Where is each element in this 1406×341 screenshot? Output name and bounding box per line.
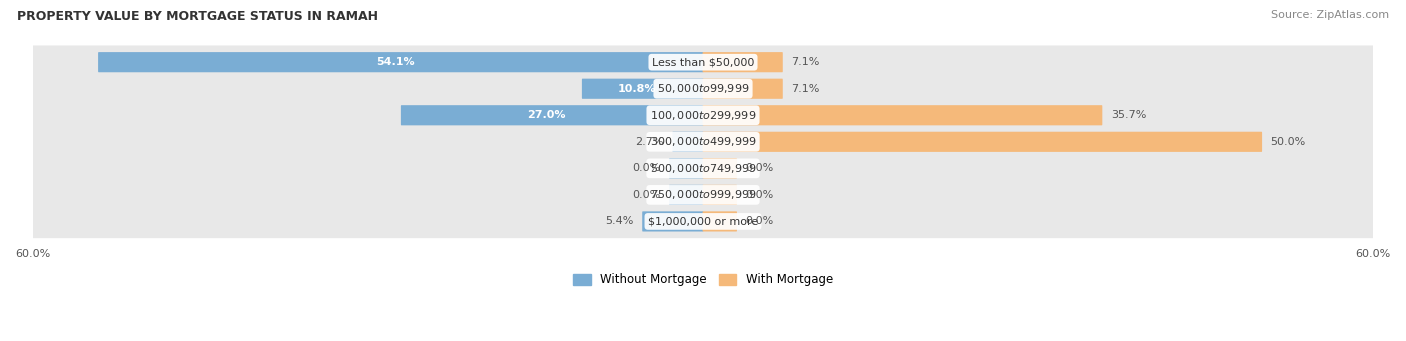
FancyBboxPatch shape bbox=[703, 132, 1263, 152]
FancyBboxPatch shape bbox=[643, 211, 703, 232]
FancyBboxPatch shape bbox=[25, 99, 1381, 132]
Text: 35.7%: 35.7% bbox=[1111, 110, 1146, 120]
Text: $50,000 to $99,999: $50,000 to $99,999 bbox=[657, 82, 749, 95]
Text: 27.0%: 27.0% bbox=[527, 110, 565, 120]
Text: $1,000,000 or more: $1,000,000 or more bbox=[648, 217, 758, 226]
Text: Source: ZipAtlas.com: Source: ZipAtlas.com bbox=[1271, 10, 1389, 20]
FancyBboxPatch shape bbox=[703, 211, 737, 232]
FancyBboxPatch shape bbox=[703, 158, 737, 178]
Text: 2.7%: 2.7% bbox=[636, 137, 664, 147]
Text: Less than $50,000: Less than $50,000 bbox=[652, 57, 754, 67]
Text: 0.0%: 0.0% bbox=[745, 217, 773, 226]
Text: 0.0%: 0.0% bbox=[745, 163, 773, 173]
Text: 7.1%: 7.1% bbox=[792, 57, 820, 67]
FancyBboxPatch shape bbox=[25, 45, 1381, 79]
FancyBboxPatch shape bbox=[669, 158, 703, 178]
Text: $750,000 to $999,999: $750,000 to $999,999 bbox=[650, 188, 756, 202]
Text: 50.0%: 50.0% bbox=[1271, 137, 1306, 147]
Text: 0.0%: 0.0% bbox=[745, 190, 773, 200]
FancyBboxPatch shape bbox=[25, 178, 1381, 212]
Text: $100,000 to $299,999: $100,000 to $299,999 bbox=[650, 109, 756, 122]
FancyBboxPatch shape bbox=[98, 52, 703, 72]
FancyBboxPatch shape bbox=[703, 79, 783, 99]
Text: 10.8%: 10.8% bbox=[617, 84, 657, 94]
Text: $300,000 to $499,999: $300,000 to $499,999 bbox=[650, 135, 756, 148]
Text: 7.1%: 7.1% bbox=[792, 84, 820, 94]
FancyBboxPatch shape bbox=[582, 79, 703, 99]
Text: $500,000 to $749,999: $500,000 to $749,999 bbox=[650, 162, 756, 175]
FancyBboxPatch shape bbox=[703, 105, 1102, 125]
FancyBboxPatch shape bbox=[25, 125, 1381, 159]
Text: 0.0%: 0.0% bbox=[633, 163, 661, 173]
Text: PROPERTY VALUE BY MORTGAGE STATUS IN RAMAH: PROPERTY VALUE BY MORTGAGE STATUS IN RAM… bbox=[17, 10, 378, 23]
Legend: Without Mortgage, With Mortgage: Without Mortgage, With Mortgage bbox=[568, 269, 838, 291]
FancyBboxPatch shape bbox=[672, 132, 703, 152]
FancyBboxPatch shape bbox=[669, 185, 703, 205]
FancyBboxPatch shape bbox=[401, 105, 703, 125]
FancyBboxPatch shape bbox=[703, 52, 783, 72]
Text: 54.1%: 54.1% bbox=[375, 57, 415, 67]
FancyBboxPatch shape bbox=[25, 205, 1381, 238]
FancyBboxPatch shape bbox=[25, 72, 1381, 105]
FancyBboxPatch shape bbox=[25, 152, 1381, 185]
Text: 5.4%: 5.4% bbox=[606, 217, 634, 226]
FancyBboxPatch shape bbox=[703, 185, 737, 205]
Text: 0.0%: 0.0% bbox=[633, 190, 661, 200]
